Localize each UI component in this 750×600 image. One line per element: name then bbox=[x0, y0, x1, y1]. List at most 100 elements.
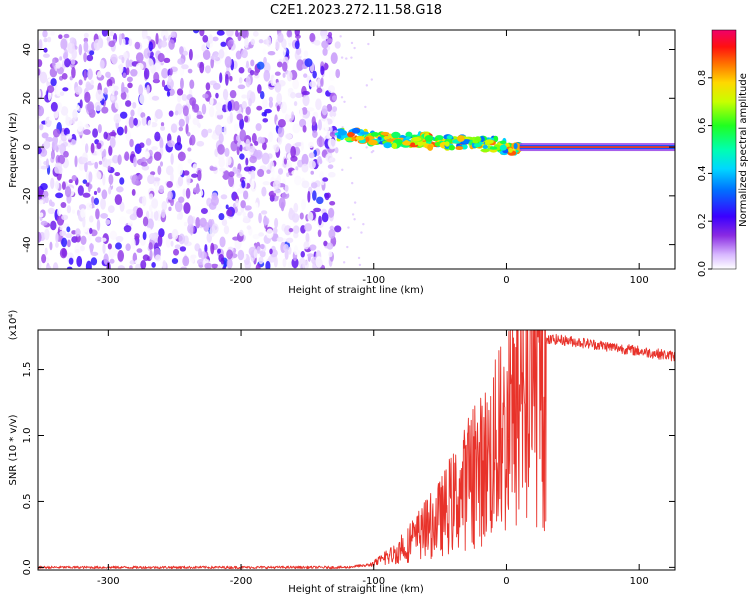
spectrogram-noise-mark bbox=[301, 180, 310, 189]
spectrogram-noise-mark bbox=[309, 32, 316, 43]
spectrogram-noise-mark bbox=[209, 96, 214, 106]
spectrogram-noise-mark bbox=[218, 167, 226, 172]
spectrogram-noise-mark bbox=[267, 51, 276, 56]
spectrogram-signal-mark bbox=[499, 144, 507, 151]
spectrogram-noise-mark bbox=[74, 86, 83, 95]
spectrogram-noise-mark bbox=[50, 177, 55, 190]
spectrogram-noise-mark bbox=[342, 261, 346, 264]
spectrogram-signal-mark bbox=[365, 136, 370, 143]
spectrogram-noise-mark bbox=[189, 224, 194, 236]
spectrogram-noise-mark bbox=[329, 126, 333, 134]
spectrogram-noise-mark bbox=[148, 233, 157, 241]
spectrogram-noise-mark bbox=[82, 179, 88, 184]
spectrogram-noise-mark bbox=[178, 196, 185, 203]
y-tick-label: 0.0 bbox=[22, 559, 33, 575]
spectrogram-noise-mark bbox=[324, 119, 329, 131]
spectrogram-noise-mark bbox=[116, 186, 124, 193]
spectrogram-noise-mark bbox=[252, 233, 260, 240]
spectrogram-noise-mark bbox=[71, 230, 77, 235]
spectrogram-noise-mark bbox=[199, 30, 205, 37]
x-tick-label: 100 bbox=[630, 275, 649, 286]
spectrogram-noise-mark bbox=[259, 91, 265, 100]
spectrogram-noise-mark bbox=[252, 31, 259, 37]
spectrogram-noise-mark bbox=[330, 52, 338, 64]
spectrogram-noise-mark bbox=[255, 123, 262, 131]
spectrogram-noise-mark bbox=[201, 44, 207, 52]
colorbar-tick-label: 0.8 bbox=[697, 70, 708, 86]
spectrogram-noise-mark bbox=[282, 72, 286, 78]
spectrogram-noise-mark bbox=[309, 81, 317, 88]
spectrogram-noise-mark bbox=[113, 113, 122, 124]
spectrogram-noise-mark bbox=[240, 200, 246, 209]
spectrogram-noise-mark bbox=[174, 142, 183, 151]
spectrogram-noise-mark bbox=[220, 257, 225, 265]
spectrogram-noise-mark bbox=[299, 108, 303, 120]
spectrogram-noise-mark bbox=[91, 196, 95, 204]
spectrogram-noise-mark bbox=[308, 160, 316, 169]
spectrogram-signal-mark bbox=[351, 127, 361, 134]
spectrogram-noise-mark bbox=[255, 263, 261, 269]
spectrogram-noise-mark bbox=[126, 76, 133, 83]
spectrogram-noise-mark bbox=[236, 135, 240, 142]
spectrogram-frame bbox=[37, 29, 676, 270]
spectrogram-noise-mark bbox=[66, 226, 71, 233]
spectrogram-noise-mark bbox=[78, 79, 83, 86]
spectrogram-noise-mark bbox=[72, 209, 76, 214]
spectrogram-noise-mark bbox=[260, 210, 268, 215]
spectrogram-noise-mark bbox=[114, 247, 118, 257]
spectrogram-noise-mark bbox=[174, 110, 179, 116]
spectrogram-y-ticks: -40 -20 0 20 40 bbox=[22, 43, 675, 253]
spectrogram-noise-mark bbox=[239, 129, 247, 142]
spectrogram-noise-mark bbox=[186, 132, 191, 137]
spectrogram-noise-mark bbox=[307, 211, 314, 222]
spectrogram-noise-mark bbox=[118, 33, 123, 46]
spectrogram-noise-mark bbox=[316, 196, 324, 205]
spectrogram-noise-mark bbox=[166, 180, 173, 188]
spectrogram-noise-mark bbox=[41, 253, 47, 264]
spectrogram-noise-mark bbox=[322, 47, 328, 56]
spectrogram-signal-mark bbox=[391, 142, 398, 149]
spectrogram-noise-mark bbox=[134, 259, 143, 265]
colorbar-tick-label: 0.4 bbox=[697, 165, 708, 181]
spectrogram-noise-mark bbox=[226, 30, 234, 37]
spectrogram-noise-mark bbox=[265, 260, 271, 269]
spectrogram-noise-mark bbox=[331, 115, 335, 121]
spectrogram-noise-mark bbox=[320, 77, 324, 87]
spectrogram-noise-mark bbox=[235, 50, 242, 60]
spectrogram-noise-mark bbox=[280, 48, 286, 58]
spectrogram-noise-mark bbox=[148, 204, 153, 212]
spectrogram-noise-mark bbox=[131, 189, 136, 196]
spectrogram-noise-mark bbox=[365, 84, 369, 87]
spectrogram-noise-mark bbox=[61, 237, 68, 248]
spectrogram-noise-mark bbox=[117, 250, 125, 262]
spectrogram-signal-mark bbox=[473, 143, 482, 148]
spectrogram-noise-mark bbox=[174, 244, 181, 250]
spectrogram-noise-mark bbox=[83, 40, 89, 53]
spectrogram-noise-mark bbox=[71, 175, 77, 182]
spectrogram-noise-mark bbox=[167, 140, 175, 148]
spectrogram-noise-mark bbox=[38, 199, 44, 205]
spectrogram-noise-mark bbox=[245, 60, 249, 69]
spectrogram-noise-mark bbox=[154, 131, 161, 142]
spectrogram-noise-mark bbox=[84, 91, 91, 103]
spectrogram-noise-mark bbox=[54, 165, 63, 174]
spectrogram-noise-mark bbox=[94, 161, 99, 169]
spectrogram-noise-mark bbox=[215, 109, 224, 116]
spectrogram-noise-mark bbox=[170, 171, 174, 184]
spectrogram-noise-mark bbox=[276, 236, 284, 242]
spectrogram-noise-mark bbox=[58, 34, 63, 40]
spectrogram-noise-mark bbox=[289, 207, 294, 215]
spectrogram-noise-mark bbox=[96, 149, 101, 156]
spectrogram-noise-mark bbox=[329, 131, 336, 137]
spectrogram-noise-mark bbox=[108, 186, 112, 195]
spectrogram-signal-mark bbox=[484, 139, 494, 144]
spectrogram-signal-mark bbox=[337, 129, 348, 136]
spectrogram-noise-mark bbox=[57, 207, 62, 217]
spectrogram-noise-mark bbox=[318, 215, 322, 226]
spectrogram-noise-mark bbox=[291, 257, 299, 269]
spectrogram-noise-mark bbox=[253, 249, 258, 259]
spectrogram-noise-mark bbox=[295, 166, 299, 171]
spectrogram-noise-mark bbox=[272, 180, 281, 190]
spectrogram-noise-mark bbox=[176, 213, 180, 220]
spectrogram-noise-mark bbox=[236, 168, 241, 177]
